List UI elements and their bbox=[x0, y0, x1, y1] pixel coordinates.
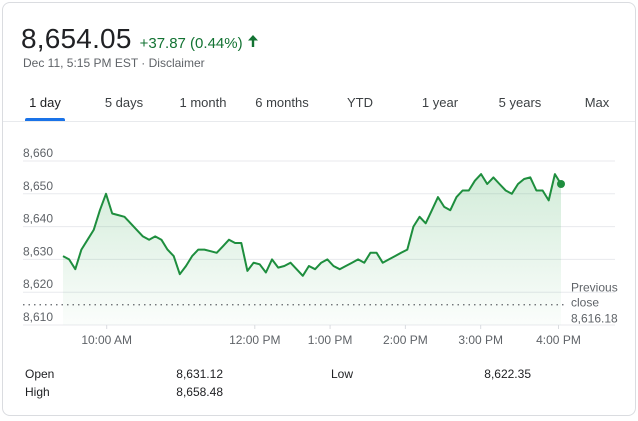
quote-timestamp: Dec 11, 5:15 PM EST · Disclaimer bbox=[23, 56, 205, 70]
x-tick-label: 4:00 PM bbox=[536, 333, 581, 347]
x-tick-label: 2:00 PM bbox=[383, 333, 428, 347]
tab-1-month[interactable]: 1 month bbox=[179, 94, 227, 110]
tab-1-day[interactable]: 1 day bbox=[21, 83, 69, 121]
tab-5-years[interactable]: 5 years bbox=[498, 94, 542, 110]
y-tick-label: 8,630 bbox=[23, 244, 53, 258]
x-tick-label: 1:00 PM bbox=[308, 333, 353, 347]
stat-high-label: High bbox=[25, 385, 50, 399]
price-area-fill bbox=[63, 174, 561, 325]
y-tick-label: 8,660 bbox=[23, 146, 53, 160]
arrow-up-icon bbox=[247, 35, 258, 47]
previous-close-value: 8,616.18 bbox=[571, 312, 618, 326]
x-tick-label: 3:00 PM bbox=[458, 333, 503, 347]
last-price-dot bbox=[557, 180, 565, 188]
price-change: +37.87 (0.44%) bbox=[139, 35, 243, 52]
price-chart[interactable]: 8,660 8,650 8,640 8,630 8,620 8,610 10:00 AM 1… bbox=[3, 123, 635, 348]
y-tick-label: 8,640 bbox=[23, 212, 53, 226]
stat-open-label: Open bbox=[25, 367, 55, 381]
tabs-divider bbox=[3, 121, 635, 122]
stat-low-value: 8,622.35 bbox=[484, 367, 531, 381]
current-price: 8,654.05 bbox=[21, 23, 132, 54]
stat-high-value: 8,658.48 bbox=[176, 385, 223, 399]
stock-card: 8,654.05 +37.87 (0.44%) Dec 11, 5:15 PM … bbox=[2, 2, 636, 416]
tab-ytd[interactable]: YTD bbox=[347, 94, 373, 110]
previous-close-label-2: close bbox=[571, 296, 599, 310]
x-tick-label: 10:00 AM bbox=[81, 333, 132, 347]
tab-5-days[interactable]: 5 days bbox=[104, 94, 144, 110]
stat-low-label: Low bbox=[331, 367, 354, 381]
range-tabs: 1 day 5 days 1 month 6 months YTD 1 year… bbox=[3, 83, 635, 121]
tab-max[interactable]: Max bbox=[584, 94, 610, 110]
price-row: 8,654.05 +37.87 (0.44%) bbox=[21, 23, 259, 55]
tab-6-months[interactable]: 6 months bbox=[255, 94, 309, 110]
tab-1-year[interactable]: 1 year bbox=[421, 94, 459, 110]
x-tick-label: 12:00 PM bbox=[229, 333, 280, 347]
y-tick-label: 8,610 bbox=[23, 310, 53, 324]
previous-close-label: Previous bbox=[571, 281, 618, 295]
price-line bbox=[62, 173, 562, 277]
stat-open-value: 8,631.12 bbox=[176, 367, 223, 381]
y-tick-label: 8,620 bbox=[23, 277, 53, 291]
y-tick-label: 8,650 bbox=[23, 179, 53, 193]
